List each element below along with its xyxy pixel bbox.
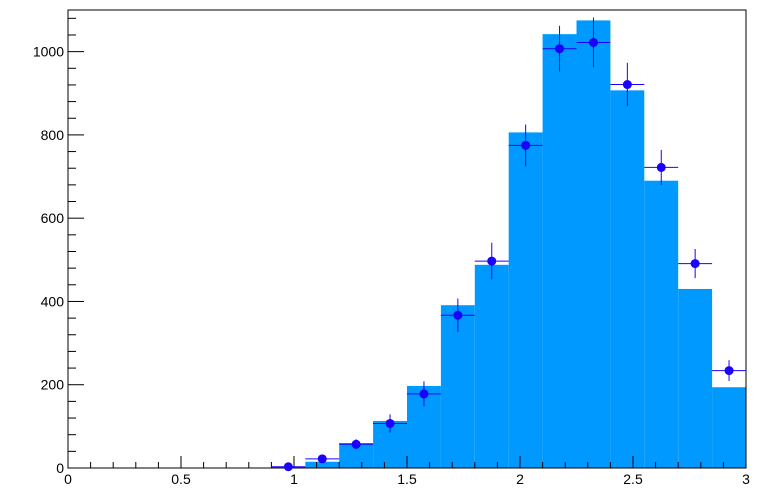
histogram-bar (542, 34, 577, 469)
data-point (690, 259, 700, 269)
x-tick-label: 0.5 (171, 471, 191, 487)
y-tick-label: 800 (41, 127, 65, 143)
x-tick-label: 3 (742, 471, 750, 487)
data-point (283, 462, 293, 472)
data-point (555, 44, 565, 54)
y-tick-label: 600 (41, 210, 65, 226)
histogram-bar (644, 180, 679, 468)
data-point (656, 162, 666, 172)
x-tick-label: 1.5 (397, 471, 417, 487)
data-point (588, 37, 598, 47)
y-tick-label: 200 (41, 377, 65, 393)
histogram-bar (678, 288, 713, 468)
data-point (317, 454, 327, 464)
data-point (487, 256, 497, 266)
histogram-bar (712, 387, 746, 468)
histogram-bar (610, 90, 645, 468)
histogram-bar (305, 461, 340, 468)
data-point (351, 439, 361, 449)
data-point (453, 310, 463, 320)
x-tick-label: 2 (516, 471, 524, 487)
data-point (385, 418, 395, 428)
data-point (622, 80, 632, 90)
y-tick-label: 0 (56, 460, 64, 476)
x-tick-label: 1 (290, 471, 298, 487)
y-tick-label: 400 (41, 293, 65, 309)
histogram-bar (576, 20, 611, 469)
x-tick-label: 2.5 (623, 471, 643, 487)
x-tick-label: 0 (64, 471, 72, 487)
data-point (521, 140, 531, 150)
data-point (724, 366, 734, 376)
histogram-bar (474, 264, 509, 468)
data-point (419, 389, 429, 399)
histogram-bar (440, 305, 475, 468)
y-tick-label: 1000 (33, 44, 64, 60)
histogram-bar (508, 132, 543, 469)
